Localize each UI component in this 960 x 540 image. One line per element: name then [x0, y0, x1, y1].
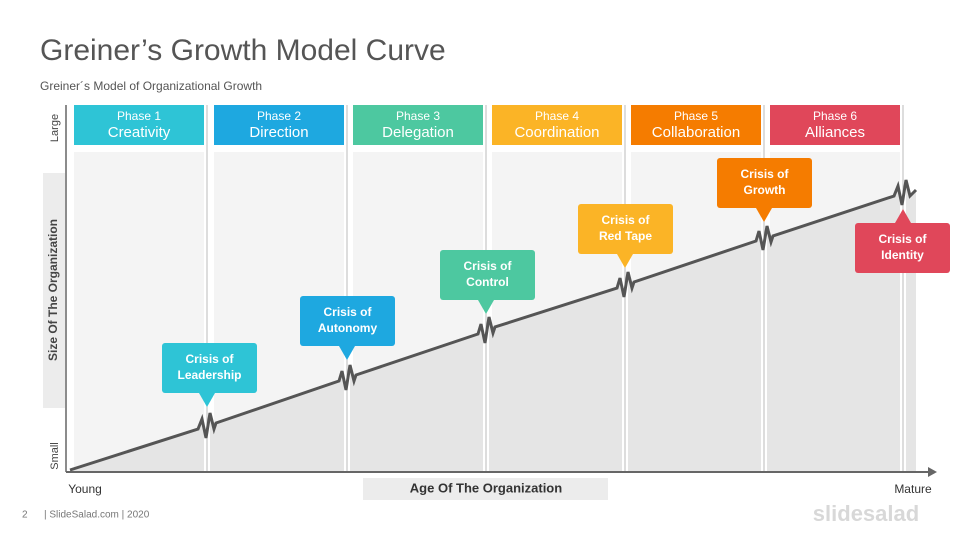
- x-start-label: Young: [68, 482, 102, 496]
- crisis-text: Leadership: [177, 368, 241, 382]
- crisis-box: [300, 296, 395, 346]
- crisis-text: Control: [466, 275, 509, 289]
- phase-header: [74, 105, 204, 145]
- phase-name: Direction: [249, 124, 308, 141]
- x-axis-title: Age Of The Organization: [410, 480, 562, 495]
- phase-name: Creativity: [108, 124, 171, 141]
- curve-area: [70, 180, 916, 472]
- phase-label: Phase 5: [674, 109, 718, 123]
- crisis-box: [717, 158, 812, 208]
- y-title-box: [43, 173, 65, 408]
- crisis-text: Crisis of: [323, 305, 372, 319]
- x-axis-arrow: [928, 467, 937, 477]
- phase-header: [214, 105, 344, 145]
- x-title-box: [363, 478, 608, 500]
- crisis-text: Crisis of: [185, 352, 234, 366]
- crisis-box: [440, 250, 535, 300]
- phase-label: Phase 6: [813, 109, 857, 123]
- phase-header: [770, 105, 900, 145]
- crisis-pointer: [617, 254, 633, 268]
- y-bottom-label: Small: [49, 442, 61, 470]
- phase-header: [353, 105, 483, 145]
- crisis-pointer: [478, 300, 494, 314]
- crisis-text: Red Tape: [599, 229, 652, 243]
- phase-label: Phase 3: [396, 109, 440, 123]
- crisis-text: Identity: [881, 248, 924, 262]
- crisis-pointer: [895, 209, 911, 223]
- crisis-text: Autonomy: [318, 321, 378, 335]
- phase-name: Alliances: [805, 124, 865, 141]
- phase-name: Delegation: [382, 124, 454, 141]
- phase-column: [74, 152, 204, 472]
- crisis-text: Crisis of: [463, 259, 512, 273]
- credit: | SlideSalad.com | 2020: [44, 510, 150, 521]
- crisis-box: [578, 204, 673, 254]
- phase-header: [492, 105, 622, 145]
- crisis-text: Crisis of: [878, 232, 927, 246]
- phase-label: Phase 4: [535, 109, 579, 123]
- phase-name: Collaboration: [652, 124, 740, 141]
- y-top-label: Large: [49, 114, 61, 142]
- phase-name: Coordination: [514, 124, 599, 141]
- growth-curve: [69, 179, 918, 472]
- phase-label: Phase 2: [257, 109, 301, 123]
- phase-header: [631, 105, 761, 145]
- crisis-text: Crisis of: [740, 167, 789, 181]
- phase-label: Phase 1: [117, 109, 161, 123]
- crisis-box: [162, 343, 257, 393]
- logo: slidesalad: [813, 501, 919, 526]
- subtitle: Greiner´s Model of Organizational Growth: [40, 79, 262, 93]
- crisis-box: [855, 223, 950, 273]
- crisis-pointer: [199, 393, 215, 407]
- crisis-pointer: [756, 208, 772, 222]
- crisis-text: Growth: [744, 183, 786, 197]
- page-number: 2: [22, 510, 28, 521]
- y-axis-title: Size Of The Organization: [46, 219, 60, 361]
- crisis-text: Crisis of: [601, 213, 650, 227]
- x-end-label: Mature: [894, 482, 932, 496]
- slide-title: Greiner’s Growth Model Curve: [40, 34, 446, 67]
- crisis-pointer: [339, 346, 355, 360]
